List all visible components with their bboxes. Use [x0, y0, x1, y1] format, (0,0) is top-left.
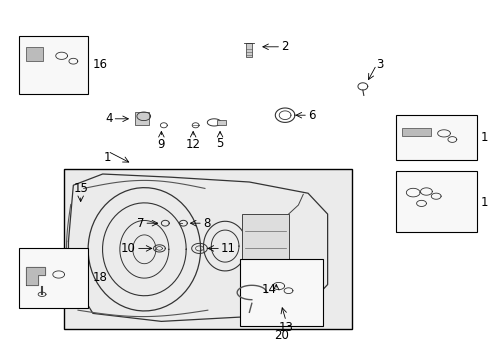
Text: 16: 16	[93, 58, 108, 71]
Bar	[395, 115, 476, 160]
Text: 10: 10	[121, 242, 136, 255]
Text: 6: 6	[307, 109, 315, 122]
Text: 8: 8	[203, 217, 210, 230]
Text: 2: 2	[281, 40, 288, 53]
Bar	[216, 120, 226, 125]
Text: 9: 9	[157, 138, 165, 150]
Text: 4: 4	[105, 112, 112, 125]
Bar	[401, 128, 430, 136]
Bar	[26, 47, 43, 61]
Text: 7: 7	[137, 217, 144, 230]
Bar	[19, 36, 88, 94]
Text: 12: 12	[185, 138, 200, 150]
Text: 14: 14	[261, 283, 276, 296]
Text: 5: 5	[216, 137, 224, 150]
Text: 15: 15	[73, 182, 88, 195]
Text: 3: 3	[376, 58, 383, 71]
Text: 20: 20	[273, 329, 288, 342]
Text: 19: 19	[479, 196, 488, 209]
Text: 18: 18	[93, 271, 107, 284]
Text: 13: 13	[278, 321, 293, 334]
Text: 17: 17	[479, 131, 488, 144]
Bar	[242, 214, 288, 282]
Bar	[19, 248, 88, 308]
Bar	[135, 112, 149, 125]
Bar	[239, 259, 322, 326]
Text: 1: 1	[103, 151, 111, 164]
Polygon shape	[26, 267, 45, 285]
Bar	[246, 43, 252, 57]
Text: 11: 11	[221, 242, 236, 255]
Bar	[63, 169, 351, 329]
Bar	[395, 171, 476, 232]
